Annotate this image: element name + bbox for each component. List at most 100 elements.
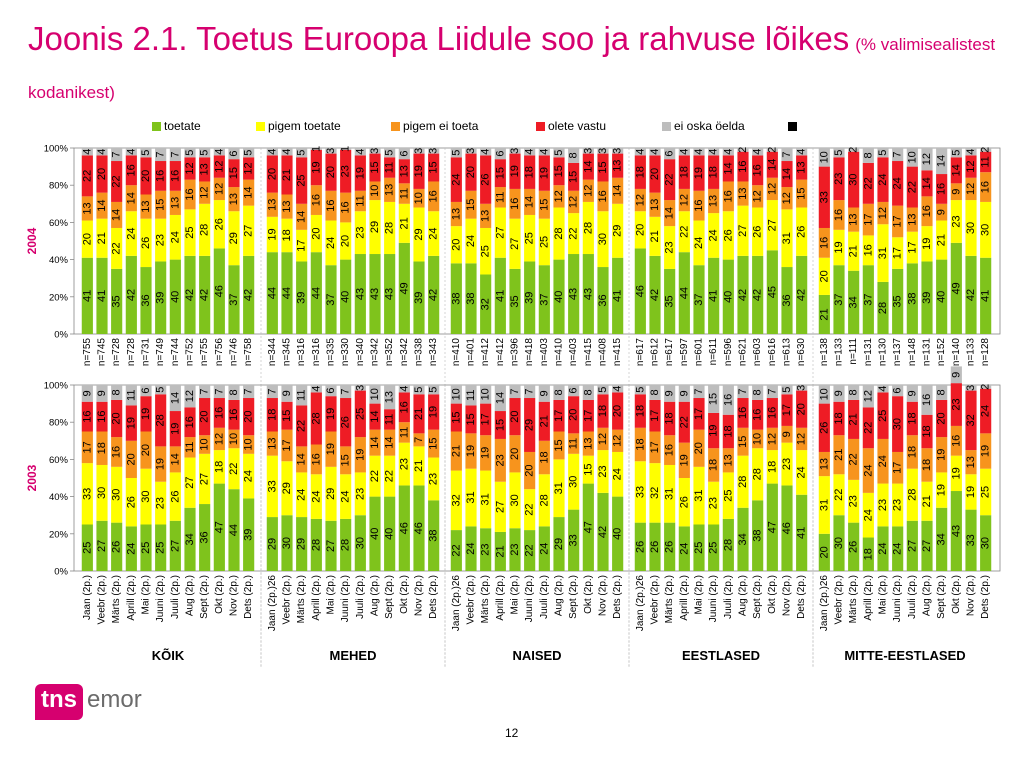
bar-segment — [582, 148, 594, 154]
category-label: Dets (2p.) — [796, 575, 807, 619]
data-label: 14 — [494, 392, 506, 404]
data-label: 16 — [752, 164, 764, 176]
data-label: 25 — [980, 486, 992, 498]
data-label: 26 — [722, 229, 734, 241]
bar-segment — [384, 455, 396, 497]
plot-frame — [73, 384, 1001, 572]
data-label: 6 — [892, 388, 904, 394]
data-label: 14 — [664, 207, 676, 219]
data-label: 41 — [81, 290, 93, 302]
data-label: 44 — [281, 287, 293, 299]
stacked-bar-charts: 0%20%40%60%80%100%2004412013224n=7554121… — [25, 144, 1001, 668]
bar-segment — [722, 259, 734, 334]
bar-segment — [936, 203, 948, 221]
bar-segment — [199, 504, 211, 571]
bar-segment — [494, 411, 506, 439]
bar-segment — [796, 207, 808, 256]
data-label: 26 — [634, 541, 646, 553]
category-label: Veebr (2p.) — [282, 575, 293, 624]
data-label: 27 — [494, 501, 506, 513]
category-label: n=403 — [539, 338, 550, 367]
page-number: 12 — [505, 726, 519, 740]
bar-segment — [310, 518, 322, 571]
data-label: 44 — [266, 287, 278, 299]
data-label: 13 — [818, 458, 830, 470]
bar-segment — [708, 148, 720, 156]
data-label: 17 — [649, 410, 661, 422]
bar-segment — [325, 148, 337, 154]
data-label: 20 — [96, 168, 108, 180]
category-label: n=316 — [311, 338, 322, 367]
data-label: 19 — [266, 228, 278, 240]
bar-segment — [980, 257, 992, 334]
data-label: 3 — [354, 385, 366, 391]
data-label: 40 — [553, 291, 565, 303]
data-label: 22 — [862, 177, 874, 189]
bar-segment — [936, 399, 948, 438]
bar-segment — [509, 398, 521, 436]
bar-segment — [169, 472, 181, 521]
data-label: 7 — [111, 151, 123, 157]
bar-segment — [877, 148, 889, 158]
bar-segment — [155, 161, 167, 191]
bar-segment — [752, 148, 764, 156]
bar-segment — [664, 385, 676, 402]
category-label: Jaan (2p.)26 — [267, 575, 278, 632]
bar-segment — [921, 148, 933, 171]
bar-segment — [155, 446, 167, 482]
category-label: n=611 — [708, 338, 719, 366]
bar-segment — [354, 437, 366, 473]
bar-segment — [450, 385, 462, 404]
data-label: 14 — [766, 159, 778, 171]
bar-segment — [892, 483, 904, 527]
bar-segment — [965, 177, 977, 201]
data-label: 35 — [509, 295, 521, 307]
data-label: 18 — [722, 425, 734, 437]
bar-segment — [766, 200, 778, 251]
data-label: 26 — [111, 541, 123, 553]
bar-segment — [310, 185, 322, 215]
bar-segment — [568, 453, 580, 510]
bar-segment — [833, 385, 845, 402]
bar-segment — [781, 425, 793, 443]
data-label: 7 — [737, 388, 749, 394]
bar-segment — [877, 483, 889, 527]
data-label: 37 — [538, 293, 550, 305]
bar-segment — [678, 188, 690, 212]
data-label: 6 — [325, 388, 337, 394]
bar-segment — [921, 170, 933, 197]
legend-swatch — [256, 122, 265, 131]
bar-segment — [494, 481, 506, 532]
data-label: 21 — [281, 169, 293, 181]
data-label: 28 — [582, 222, 594, 234]
bar-segment — [169, 411, 181, 447]
category-label: Nov (2p.) — [229, 575, 240, 616]
bar-segment — [384, 496, 396, 571]
bar-segment — [509, 153, 521, 189]
bar-segment — [796, 494, 808, 571]
category-label: n=415 — [612, 338, 623, 367]
bar-segment — [509, 385, 521, 399]
bar-segment — [281, 218, 293, 253]
bar-segment — [766, 148, 778, 152]
data-label: 9 — [906, 390, 918, 396]
bar-segment — [980, 388, 992, 434]
data-label: 19 — [140, 408, 152, 420]
bar-segment — [398, 183, 410, 204]
bar-segment — [465, 405, 477, 434]
data-label: 20 — [111, 412, 123, 424]
bar-segment — [125, 211, 137, 256]
category-label: Juuni (2p.) — [524, 575, 535, 622]
bar-segment — [96, 401, 108, 432]
data-label: 13 — [737, 187, 749, 199]
data-label: 25 — [722, 490, 734, 502]
bar-segment — [480, 203, 492, 228]
category-label: n=617 — [664, 338, 675, 367]
bar-segment — [708, 412, 720, 449]
data-label: 25 — [184, 227, 196, 239]
data-label: 18 — [266, 409, 278, 421]
data-label: 7 — [693, 388, 705, 394]
category-label: n=412 — [480, 338, 491, 367]
category-label: n=131 — [922, 338, 933, 367]
data-label: 12 — [213, 183, 225, 195]
